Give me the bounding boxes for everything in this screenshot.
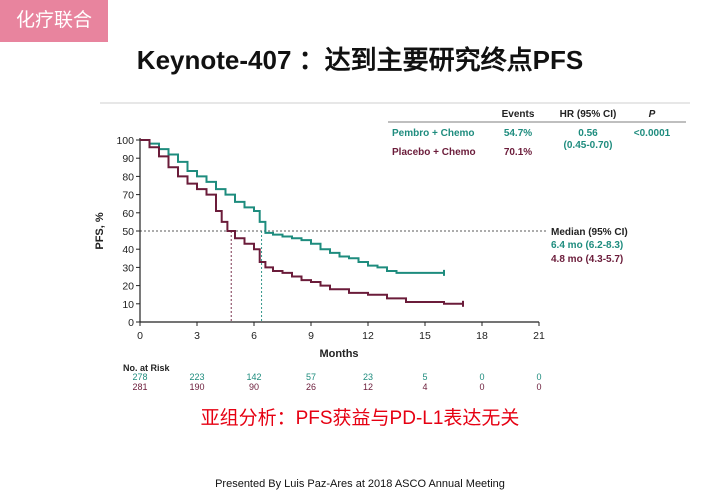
legend-placebo-name: Placebo + Chemo [392, 147, 476, 158]
axes-layer: 0 10 20 30 40 50 60 70 80 90 100 0 3 6 9 12 15 18 21 [116, 135, 545, 342]
y-tick-label: 30 [122, 262, 134, 274]
y-tick-label: 40 [122, 244, 134, 256]
legend-header-p: P [649, 109, 656, 120]
slide-title: Keynote-407 ：达到主要研究终点PFS [136, 45, 584, 75]
risk-value-pembro: 278 [132, 372, 147, 382]
x-tick-label: 12 [362, 330, 374, 342]
x-tick-label: 15 [419, 330, 431, 342]
risk-value-pembro: 142 [246, 372, 261, 382]
legend-header-events: Events [502, 109, 535, 120]
x-tick-label: 6 [251, 330, 257, 342]
subgroup-note: 亚组分析：PFS获益与PD-L1表达无关 [200, 408, 520, 429]
y-tick-label: 50 [122, 226, 134, 238]
risk-value-pembro: 0 [536, 372, 541, 382]
median-annotation: Median (95% CI) 6.4 mo (6.2-8.3) 4.8 mo … [551, 227, 628, 265]
y-axis-title: PFS, % [94, 212, 106, 250]
risk-value-placebo: 4 [422, 382, 427, 392]
risk-value-placebo: 0 [536, 382, 541, 392]
risk-value-placebo: 26 [306, 382, 316, 392]
risk-table-title: No. at Risk [123, 363, 171, 373]
legend-pembro-events: 54.7% [504, 128, 532, 139]
x-tick-label: 0 [137, 330, 143, 342]
median-placebo: 4.8 mo (4.3-5.7) [551, 254, 623, 265]
risk-value-pembro: 0 [479, 372, 484, 382]
risk-value-pembro: 5 [422, 372, 427, 382]
x-tick-label: 9 [308, 330, 314, 342]
risk-value-placebo: 12 [363, 382, 373, 392]
footer-credit: Presented By Luis Paz-Ares at 2018 ASCO … [215, 478, 505, 490]
legend-pembro-hr: 0.56 [578, 128, 598, 139]
curves-layer [140, 139, 464, 307]
curve-pembro [140, 139, 444, 274]
y-tick-label: 90 [122, 153, 134, 165]
section-tag: 化疗联合 [0, 0, 108, 42]
grid-layer [140, 230, 547, 322]
x-tick-label: 3 [194, 330, 200, 342]
x-axis-title: Months [319, 348, 358, 360]
median-pembro: 6.4 mo (6.2-8.3) [551, 240, 623, 251]
risk-value-pembro: 23 [363, 372, 373, 382]
x-tick-label: 21 [533, 330, 545, 342]
y-tick-label: 60 [122, 208, 134, 220]
risk-value-pembro: 57 [306, 372, 316, 382]
y-tick-label: 70 [122, 190, 134, 202]
y-tick-label: 0 [128, 317, 134, 329]
x-tick-label: 18 [476, 330, 488, 342]
y-tick-label: 100 [116, 135, 134, 147]
legend-table: Events HR (95% CI) P Pembro + Chemo 54.7… [388, 109, 686, 158]
legend-pembro-name: Pembro + Chemo [392, 128, 475, 139]
risk-value-placebo: 190 [189, 382, 204, 392]
legend-placebo-events: 70.1% [504, 147, 532, 158]
y-tick-label: 80 [122, 171, 134, 183]
risk-value-placebo: 0 [479, 382, 484, 392]
risk-value-placebo: 90 [249, 382, 259, 392]
y-tick-label: 20 [122, 281, 134, 293]
legend-pembro-hr-ci: (0.45-0.70) [564, 140, 613, 151]
legend-pembro-p: <0.0001 [634, 128, 671, 139]
y-tick-label: 10 [122, 299, 134, 311]
risk-value-pembro: 223 [189, 372, 204, 382]
legend-header-hr: HR (95% CI) [560, 109, 617, 120]
curve-placebo [140, 139, 463, 305]
risk-value-placebo: 281 [132, 382, 147, 392]
median-label: Median (95% CI) [551, 227, 628, 238]
